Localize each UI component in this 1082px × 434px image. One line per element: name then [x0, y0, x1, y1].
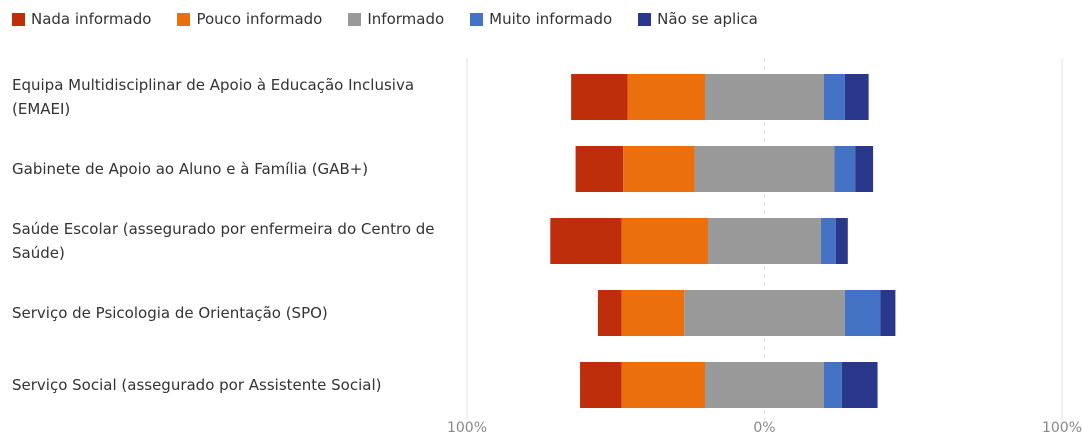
legend-swatch — [177, 12, 191, 26]
legend-item: Nada informado — [12, 10, 151, 28]
legend-item: Não se aplica — [638, 10, 758, 28]
x-tick-label: 100% — [447, 420, 487, 434]
bar-segment — [623, 146, 695, 192]
bar-segment — [694, 146, 835, 192]
x-tick-label: 100% — [1042, 420, 1082, 434]
legend-label: Nada informado — [31, 10, 152, 28]
category-label: Gabinete de Apoio ao Aluno e à Família (… — [12, 160, 369, 178]
bar-segment — [841, 362, 878, 408]
legend-item: Muito informado — [470, 10, 612, 28]
bar-segment — [627, 74, 705, 120]
bar-segment — [621, 362, 705, 408]
legend-swatch — [12, 12, 25, 26]
legend-label: Informado — [367, 10, 445, 28]
bar-segment — [621, 290, 685, 336]
legend-swatch — [470, 12, 484, 26]
bar-segment — [621, 218, 708, 264]
legend-label: Muito informado — [489, 10, 613, 28]
legend-item: Informado — [348, 10, 444, 28]
x-tick-label: 0% — [753, 420, 775, 434]
category-label: Saúde Escolar (assegurado por enfermeira… — [12, 220, 435, 262]
legend-swatch — [348, 12, 362, 26]
category-label: Serviço de Psicologia de Orientação (SPO… — [12, 304, 328, 322]
bar-segment — [834, 146, 856, 192]
category-label: Serviço Social (assegurado por Assistent… — [12, 376, 382, 394]
bar-segment — [580, 362, 622, 408]
bar-segment — [571, 74, 628, 120]
bar-segment — [855, 146, 874, 192]
bar-segment — [707, 218, 822, 264]
bar-segment — [844, 74, 869, 120]
legend-label: Pouco informado — [196, 10, 323, 28]
legend-swatch — [638, 12, 652, 26]
legend-item: Pouco informado — [177, 10, 322, 28]
category-label: Equipa Multidisciplinar de Apoio à Educa… — [12, 76, 415, 118]
bar-segment — [550, 218, 622, 264]
bar-segment — [880, 290, 896, 336]
legend-label: Não se aplica — [657, 10, 758, 28]
bar-segment — [824, 74, 845, 120]
bar-segment — [597, 290, 622, 336]
legend: Nada informado Pouco informado Informado Mu… — [12, 10, 758, 28]
bar-segment — [821, 218, 836, 264]
bar-segment — [684, 290, 845, 336]
bar-segment — [835, 218, 848, 264]
bar-segment — [575, 146, 624, 192]
bar-segment — [844, 290, 881, 336]
bar-segment — [705, 74, 824, 120]
bar-segment — [824, 362, 842, 408]
bar-segment — [705, 362, 824, 408]
